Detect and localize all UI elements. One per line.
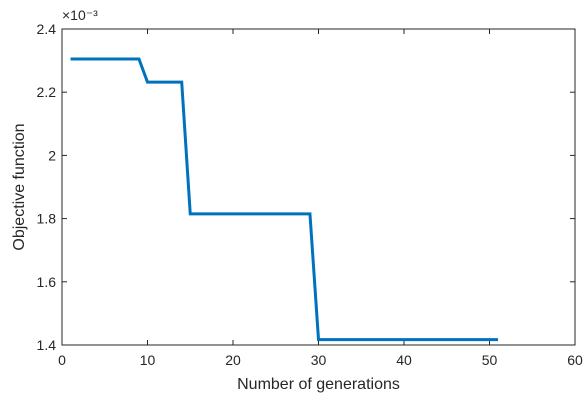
y-tick-label: 2.4 (37, 21, 57, 37)
axes-box (61, 28, 576, 346)
x-tick-label: 20 (225, 352, 241, 368)
x-axis-ticks: 0 10 20 30 40 50 60 (58, 29, 583, 368)
y-tick-label: 2 (48, 147, 56, 163)
series-layer (70, 57, 499, 342)
objective-function-line (70, 57, 499, 342)
x-tick-label: 0 (58, 352, 66, 368)
y-axis-exponent-label: ×10⁻³ (62, 7, 98, 23)
x-tick-label: 60 (567, 352, 583, 368)
y-tick-label: 2.2 (37, 84, 57, 100)
y-tick-label: 1.8 (37, 211, 57, 227)
x-tick-label: 40 (396, 352, 412, 368)
x-tick-label: 30 (311, 352, 327, 368)
x-tick-label: 50 (482, 352, 498, 368)
x-axis-label: Number of generations (237, 376, 400, 393)
x-tick-label: 10 (140, 352, 156, 368)
y-axis-label: Objective function (11, 123, 28, 250)
y-tick-label: 1.4 (37, 337, 57, 353)
y-axis-ticks: 1.4 1.6 1.8 2 2.2 2.4 (37, 21, 575, 353)
y-tick-label: 1.6 (37, 274, 57, 290)
